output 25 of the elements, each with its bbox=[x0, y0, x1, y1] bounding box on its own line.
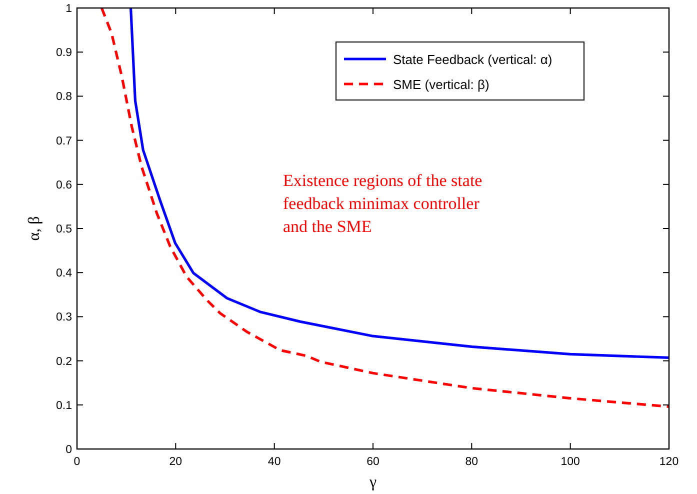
y-tick-label: 0.6 bbox=[56, 179, 72, 192]
line-series bbox=[129, 6, 670, 360]
x-tick-label: 20 bbox=[169, 456, 182, 468]
x-tick-label: 120 bbox=[659, 456, 679, 468]
y-tick-label: 0 bbox=[66, 444, 72, 456]
x-tick-label: 0 bbox=[74, 456, 80, 468]
line-series bbox=[100, 6, 670, 408]
y-tick-label: 0.9 bbox=[56, 47, 72, 60]
y-axis-title: α, β bbox=[26, 216, 43, 241]
legend-label: SME (vertical: β) bbox=[393, 77, 490, 92]
y-tick-label: 0.8 bbox=[56, 91, 72, 104]
y-tick-label: 1 bbox=[66, 3, 72, 15]
y-tick-label: 0.3 bbox=[56, 312, 72, 324]
y-tick-label: 0.4 bbox=[56, 268, 73, 280]
x-tick-label: 100 bbox=[560, 456, 580, 468]
legend-label: State Feedback (vertical: α) bbox=[393, 52, 552, 67]
x-tick-label: 80 bbox=[465, 456, 478, 468]
y-tick-label: 0.2 bbox=[56, 356, 72, 368]
annotation: Existence regions of the state feedback minimax controller and the SME bbox=[283, 171, 482, 236]
y-tick-label: 0.5 bbox=[56, 224, 72, 236]
x-tick-label: 60 bbox=[366, 456, 380, 468]
y-tick-label: 0.1 bbox=[56, 400, 72, 412]
x-axis-title: γ bbox=[368, 474, 377, 491]
y-tick-label: 0.7 bbox=[56, 135, 72, 148]
x-tick-label: 40 bbox=[268, 456, 281, 468]
